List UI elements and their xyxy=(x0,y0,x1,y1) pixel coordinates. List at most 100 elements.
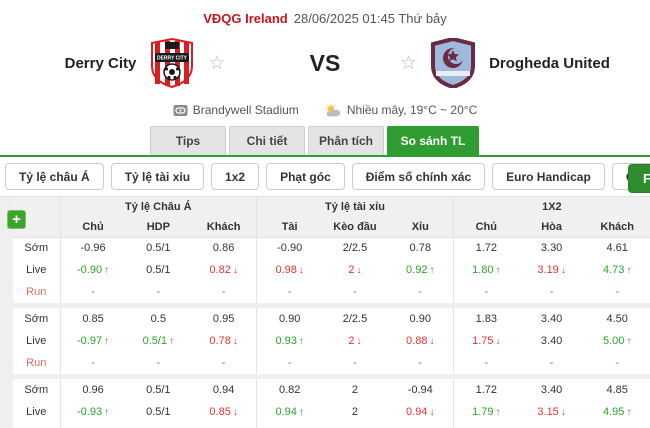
odds-cell: 0.94 xyxy=(191,379,257,401)
odds-cell-live: 0.85 ↓ xyxy=(191,401,257,423)
odds-cell: 0.86 xyxy=(191,237,257,259)
tab-phân-tích[interactable]: Phân tích xyxy=(308,126,384,155)
match-datetime: 28/06/2025 01:45 Thứ bảy xyxy=(293,11,447,26)
block-separator xyxy=(13,374,650,379)
column-header: Kèo đầu xyxy=(322,217,388,238)
odds-cell: 4.85 xyxy=(584,379,650,401)
odds-cell-live: 1.80 ↑ xyxy=(452,259,519,281)
row-label-live: Live xyxy=(13,401,61,423)
add-plus-button[interactable]: + xyxy=(7,210,26,229)
stadium-icon xyxy=(173,104,188,116)
column-header: Tài xyxy=(256,217,323,238)
away-side: ☆ Drogheda United xyxy=(360,38,650,88)
odds-cell: - xyxy=(256,423,323,428)
tab-bar: Tips Chi tiết Phân tích So sánh TL xyxy=(0,126,650,157)
odds-row-early: Sớm 0.85 0.5 0.95 0.90 2/2.5 0.90 1.83 3.40 4.50 xyxy=(13,308,650,330)
odds-cell-live: -0.97 ↑ xyxy=(60,330,126,352)
filter-button[interactable]: Tỷ lệ tài xỉu xyxy=(110,163,205,190)
subheader-row: Chủ HDP Khách Tài Kèo đầu Xỉu Chủ Hòa Khách xyxy=(13,217,650,238)
filter-button[interactable]: Phạt góc xyxy=(266,163,345,190)
column-header: Chủ xyxy=(60,217,126,238)
odds-cell: 2/2.5 xyxy=(322,308,388,330)
svg-text:DERRY CITY: DERRY CITY xyxy=(157,56,188,62)
tab-so-sánh-tl[interactable]: So sánh TL xyxy=(387,126,479,155)
arrow-up-icon: ↑ xyxy=(104,336,110,347)
odds-cell: 3.30 xyxy=(518,237,585,259)
row-label-live: Live xyxy=(13,259,61,281)
odds-cell-live: 4.73 ↑ xyxy=(584,259,650,281)
odds-cell: 0.5/1 xyxy=(125,379,192,401)
odds-cell: - xyxy=(125,423,192,428)
row-label-early: Sớm xyxy=(13,379,61,401)
odds-cell-live: 3.15 ↓ xyxy=(518,401,585,423)
arrow-down-icon: ↓ xyxy=(429,407,435,418)
filter-button[interactable]: Điểm số chính xác xyxy=(351,163,486,190)
odds-cell: 3.40 xyxy=(518,379,585,401)
ft-button[interactable]: FT xyxy=(628,164,650,193)
odds-row-live: Live -0.93 ↑ 0.5/1 0.85 ↓ 0.94 ↑ 2 0.94 ↓ 1.79 ↑ 3.15… xyxy=(13,401,650,423)
odds-cell: -0.90 xyxy=(256,237,323,259)
row-label-run: Run xyxy=(13,281,61,303)
odds-cell-live: -0.93 ↑ xyxy=(60,401,126,423)
odds-cell: 0.82 xyxy=(256,379,323,401)
odds-cell-live: 3.19 ↓ xyxy=(518,259,585,281)
odds-cell: - xyxy=(125,352,192,374)
tab-tips[interactable]: Tips xyxy=(150,126,226,155)
odds-cell-live: 1.75 ↓ xyxy=(452,330,519,352)
odds-table: Tỷ lệ Châu Á Tỷ lệ tài xỉu 1X2 Chủ HDP Khách T… xyxy=(13,197,650,428)
weather-icon xyxy=(325,103,341,117)
odds-cell-live: 0.94 ↑ xyxy=(256,401,323,423)
row-label-live: Live xyxy=(13,330,61,352)
odds-cell: 0.90 xyxy=(387,308,454,330)
filter-row: Tỷ lệ châu Á Tỷ lệ tài xỉu 1x2 Phạt góc Điểm… xyxy=(0,157,650,197)
odds-cell-live: 5.00 ↑ xyxy=(584,330,650,352)
odds-cell: - xyxy=(387,352,454,374)
odds-cell: 0.78 xyxy=(387,237,454,259)
odds-cell: - xyxy=(584,423,650,428)
home-favorite-star[interactable]: ☆ xyxy=(208,52,226,74)
odds-cell: - xyxy=(256,281,323,303)
group-header: Tỷ lệ Châu Á xyxy=(60,197,257,217)
odds-table-wrap: Tỷ lệ Châu Á Tỷ lệ tài xỉu 1X2 Chủ HDP Khách T… xyxy=(13,197,650,428)
odds-cell-live: -0.90 ↑ xyxy=(60,259,126,281)
odds-cell-live: 0.5/1 xyxy=(125,401,192,423)
odds-row-live: Live -0.97 ↑ 0.5/1 ↑ 0.78 ↓ 0.93 ↑ 2 ↓ 0.88 ↓ 1.75 ↓ 3.… xyxy=(13,330,650,352)
odds-cell: - xyxy=(60,281,126,303)
arrow-down-icon: ↓ xyxy=(298,265,304,276)
odds-cell: - xyxy=(322,281,388,303)
tab-chi-tiết[interactable]: Chi tiết xyxy=(229,126,305,155)
stadium-name: Brandywell Stadium xyxy=(192,103,299,117)
odds-cell: - xyxy=(452,423,519,428)
weather-item: Nhiều mây, 19°C ~ 20°C xyxy=(325,103,477,117)
arrow-down-icon: ↓ xyxy=(495,336,501,347)
arrow-up-icon: ↑ xyxy=(104,407,110,418)
row-label-early: Sớm xyxy=(13,308,61,330)
weather-text: Nhiều mây, 19°C ~ 20°C xyxy=(346,103,478,117)
odds-table-area: Tỷ lệ Châu Á Tỷ lệ tài xỉu 1X2 Chủ HDP Khách T… xyxy=(0,197,650,428)
odds-cell: - xyxy=(322,423,388,428)
odds-cell: - xyxy=(322,352,388,374)
odds-cell-live: 0.93 ↑ xyxy=(256,330,323,352)
arrow-up-icon: ↑ xyxy=(169,336,175,347)
odds-cell-live: 0.98 ↓ xyxy=(256,259,323,281)
odds-cell: 1.72 xyxy=(452,379,519,401)
filter-button[interactable]: 1x2 xyxy=(211,163,260,190)
away-favorite-star[interactable]: ☆ xyxy=(400,52,418,74)
odds-cell-live: 2 xyxy=(322,401,388,423)
odds-cell: - xyxy=(191,281,257,303)
away-team-name: Drogheda United xyxy=(489,54,610,72)
odds-cell: - xyxy=(387,423,454,428)
venue-row: Brandywell Stadium Nhiều mây, 19°C ~ 20°… xyxy=(0,103,650,117)
column-header: Khách xyxy=(584,217,650,238)
odds-cell: 0.95 xyxy=(191,308,257,330)
filter-button[interactable]: Euro Handicap xyxy=(492,163,605,190)
arrow-down-icon: ↓ xyxy=(232,336,238,347)
filter-button[interactable]: Tỷ lệ châu Á xyxy=(5,163,104,190)
odds-cell-live: 0.92 ↑ xyxy=(387,259,454,281)
arrow-down-icon: ↓ xyxy=(560,407,566,418)
odds-cell: 2 xyxy=(322,379,388,401)
column-header: Chủ xyxy=(452,217,519,238)
odds-cell: 0.96 xyxy=(60,379,126,401)
column-header: HDP xyxy=(125,217,192,238)
